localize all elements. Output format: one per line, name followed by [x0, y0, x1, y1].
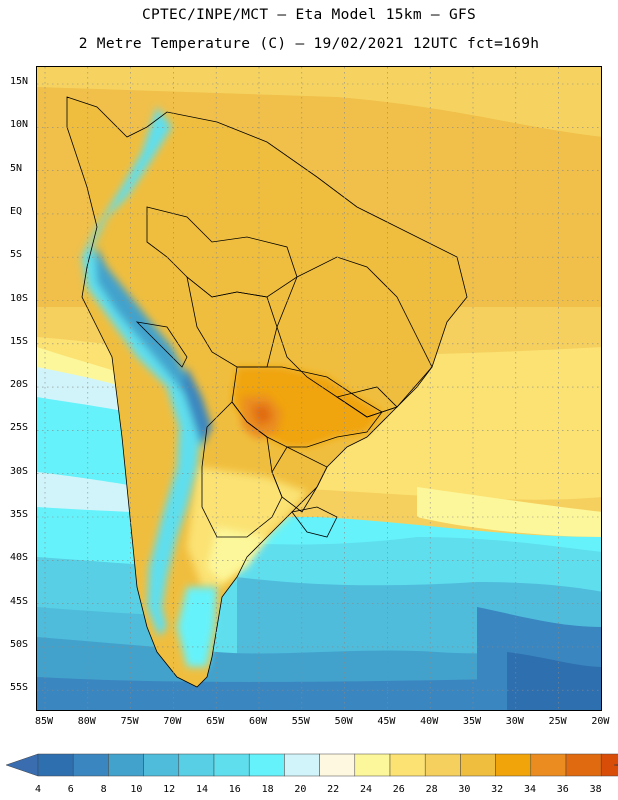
latitude-label: EQ — [10, 205, 23, 217]
colorbar-label: 20 — [294, 784, 307, 795]
longitude-label: 65W — [206, 716, 225, 727]
colorbar-label: 10 — [130, 784, 143, 795]
colorbar-label: 34 — [523, 784, 537, 795]
colorbar-segment — [213, 753, 250, 777]
latitude-label: 5S — [10, 249, 23, 261]
latitude-label: 25S — [10, 422, 29, 434]
colorbar-under-arrow — [5, 753, 39, 777]
longitude-label: 50W — [334, 716, 353, 727]
country-borders — [66, 96, 468, 688]
map-title-line1: CPTEC/INPE/MCT – Eta Model 15km – GFS — [141, 7, 477, 23]
colorbar-label: 24 — [359, 784, 373, 795]
colorbar-label: 6 — [67, 784, 74, 795]
colorbar-segment — [72, 753, 109, 777]
colorbar-label: 12 — [163, 784, 176, 795]
latitude-label: 50S — [10, 638, 29, 650]
colorbar-label: 36 — [556, 784, 569, 795]
latitude-label: 20S — [10, 379, 29, 391]
colorbar-segment — [143, 753, 180, 777]
longitude-label: 35W — [462, 716, 482, 727]
colorbar-segment — [108, 753, 144, 777]
colorbar-segment — [319, 753, 356, 777]
longitude-label: 85W — [34, 716, 54, 727]
map-title-line2: 2 Metre Temperature (C) – 19/02/2021 12U… — [78, 36, 540, 52]
longitude-label: 75W — [120, 716, 139, 727]
latitude-label: 15N — [10, 76, 29, 87]
colorbar-segment — [389, 753, 426, 777]
latitude-label: 15S — [10, 335, 29, 347]
colorbar-label: 22 — [327, 784, 340, 795]
colorbar-segment — [495, 753, 532, 777]
temperature-map — [36, 66, 602, 711]
colorbar-label: 28 — [425, 784, 438, 795]
latitude-label: 5N — [10, 162, 23, 174]
longitude-label: 70W — [163, 716, 182, 727]
temperature-colorbar — [0, 750, 618, 790]
colorbar-label: 18 — [261, 784, 274, 795]
colorbar-label: 38 — [589, 784, 602, 795]
colorbar-label: 26 — [392, 784, 405, 795]
longitude-label: 30W — [505, 716, 524, 727]
latitude-label: 10S — [10, 292, 29, 304]
colorbar-segment — [565, 753, 602, 777]
latitude-label: 55S — [10, 682, 29, 694]
colorbar-segment — [284, 753, 320, 777]
latitude-label: 45S — [10, 595, 29, 607]
longitude-label: 45W — [377, 716, 396, 727]
colorbar-segment — [600, 753, 618, 777]
colorbar-over-arrow — [613, 763, 618, 767]
colorbar-label: 16 — [228, 784, 241, 795]
longitude-label: 60W — [248, 716, 268, 727]
colorbar-label: 30 — [458, 784, 471, 795]
colorbar-label: 8 — [100, 784, 107, 795]
longitude-label: 25W — [548, 716, 567, 727]
longitude-label: 20W — [591, 716, 610, 727]
latitude-label: 40S — [10, 552, 29, 564]
latitude-label: 30S — [10, 465, 29, 477]
latitude-label: 10N — [10, 119, 29, 131]
latitude-label: 35S — [10, 509, 29, 520]
colorbar-segment — [530, 753, 567, 777]
andes-cold-ridge — [82, 107, 212, 637]
longitude-label: 55W — [291, 716, 310, 727]
colorbar-segment — [460, 753, 496, 777]
longitude-label: 80W — [77, 716, 96, 727]
colorbar-label: 14 — [195, 784, 209, 795]
colorbar-segment — [178, 753, 215, 777]
colorbar-segment — [424, 753, 461, 777]
colorbar-label: 32 — [491, 784, 504, 795]
colorbar-segment — [248, 753, 285, 777]
colorbar-segment — [37, 753, 74, 777]
longitude-label: 40W — [420, 716, 439, 727]
colorbar-label: 4 — [34, 784, 42, 795]
colorbar-segment — [354, 753, 391, 777]
